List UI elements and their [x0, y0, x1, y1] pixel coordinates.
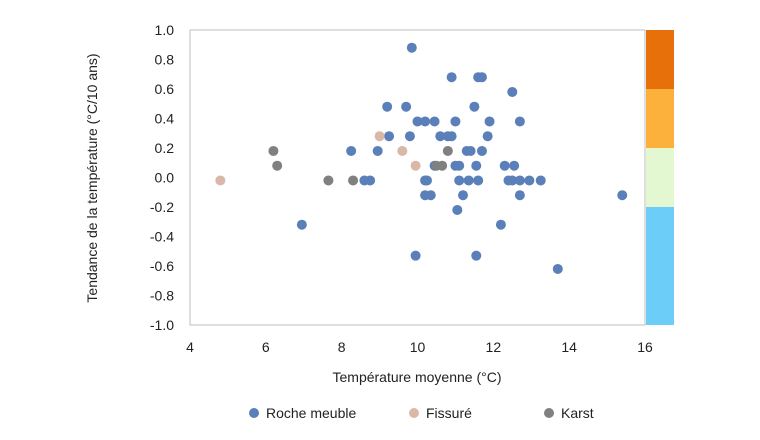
legend-marker-fissur-: [409, 408, 419, 418]
legend-marker-karst: [544, 408, 554, 418]
data-point-roche-meuble: [412, 116, 423, 127]
data-point-roche-meuble: [535, 175, 546, 186]
y-tick-label: 0.2: [155, 140, 175, 156]
data-point-roche-meuble: [617, 190, 628, 201]
data-point-fissur-: [374, 131, 385, 142]
color-scale-band-2: [646, 148, 674, 207]
x-tick-label: 8: [338, 339, 346, 355]
y-tick-label: -0.6: [150, 258, 174, 274]
y-tick-label: 0.4: [155, 111, 175, 127]
x-tick-label: 6: [262, 339, 270, 355]
color-scale-band-0: [646, 30, 674, 89]
data-point-roche-meuble: [476, 72, 487, 83]
legend-label-fissur-: Fissuré: [426, 405, 472, 421]
data-point-roche-meuble: [365, 175, 376, 186]
data-point-roche-meuble: [372, 145, 383, 156]
data-point-roche-meuble: [514, 116, 525, 127]
y-tick-label: 1.0: [155, 22, 175, 38]
color-scale-bar: [646, 30, 674, 325]
x-tick-label: 14: [561, 339, 577, 355]
data-point-roche-meuble: [401, 101, 412, 112]
x-tick-label: 12: [486, 339, 502, 355]
legend-label-roche-meuble: Roche meuble: [266, 405, 356, 421]
x-axis-ticks: 4 6 8 10 12 14 16: [186, 339, 653, 355]
data-point-roche-meuble: [454, 175, 465, 186]
legend: Roche meuble Fissuré Karst: [249, 405, 594, 421]
data-point-roche-meuble: [471, 160, 482, 171]
x-tick-label: 16: [637, 339, 653, 355]
data-point-roche-meuble: [482, 131, 493, 142]
data-point-roche-meuble: [469, 101, 480, 112]
data-point-karst: [272, 160, 283, 171]
y-tick-label: -0.4: [150, 229, 174, 245]
y-tick-label: -0.2: [150, 199, 174, 215]
data-point-roche-meuble: [473, 175, 484, 186]
data-point-roche-meuble: [507, 175, 518, 186]
y-tick-label: -0.8: [150, 288, 174, 304]
x-tick-label: 10: [410, 339, 426, 355]
y-tick-label: 0.0: [155, 170, 175, 186]
y-tick-label: -1.0: [150, 317, 174, 333]
data-point-roche-meuble: [484, 116, 495, 127]
y-axis-ticks: 1.0 0.8 0.6 0.4 0.2 0.0 -0.2 -0.4 -0.6 -0.8 -1.0: [150, 22, 174, 333]
data-point-fissur-: [215, 175, 226, 186]
x-tick-label: 4: [186, 339, 194, 355]
legend-marker-roche-meuble: [249, 408, 259, 418]
data-point-roche-meuble: [435, 131, 446, 142]
data-point-roche-meuble: [406, 42, 417, 53]
data-point-roche-meuble: [450, 116, 461, 127]
y-tick-label: 0.8: [155, 52, 175, 68]
data-point-roche-meuble: [514, 175, 525, 186]
data-point-roche-meuble: [509, 160, 520, 171]
data-point-roche-meuble: [552, 263, 563, 274]
data-point-roche-meuble: [458, 190, 468, 201]
color-scale-band-1: [646, 89, 674, 148]
data-point-roche-meuble: [296, 219, 307, 230]
data-point-roche-meuble: [476, 145, 487, 156]
legend-label-karst: Karst: [561, 405, 594, 421]
data-point-roche-meuble: [465, 145, 476, 156]
data-point-fissur-: [397, 145, 408, 156]
data-point-roche-meuble: [514, 190, 525, 201]
data-point-roche-meuble: [404, 131, 415, 142]
data-point-roche-meuble: [421, 175, 432, 186]
data-point-roche-meuble: [382, 101, 393, 112]
data-point-fissur-: [410, 160, 421, 171]
data-point-roche-meuble: [507, 86, 518, 97]
data-point-roche-meuble: [495, 219, 506, 230]
data-point-karst: [268, 145, 279, 156]
data-point-roche-meuble: [446, 72, 457, 83]
x-axis-title: Température moyenne (°C): [333, 369, 502, 385]
data-points: [215, 42, 628, 274]
data-point-roche-meuble: [454, 160, 465, 171]
data-point-roche-meuble: [346, 145, 357, 156]
data-point-roche-meuble: [452, 204, 463, 215]
data-point-roche-meuble: [471, 250, 482, 261]
data-point-roche-meuble: [463, 175, 474, 186]
data-point-karst: [442, 145, 453, 156]
data-point-roche-meuble: [410, 250, 421, 261]
data-point-karst: [437, 160, 448, 171]
data-point-roche-meuble: [384, 131, 395, 142]
plot-area: [189, 29, 646, 326]
data-point-roche-meuble: [499, 160, 510, 171]
data-point-roche-meuble: [524, 175, 535, 186]
data-point-karst: [323, 175, 334, 186]
data-point-roche-meuble: [429, 116, 440, 127]
color-scale-band-3: [646, 207, 674, 325]
data-point-roche-meuble: [425, 190, 436, 201]
data-point-roche-meuble: [446, 131, 457, 142]
y-tick-label: 0.6: [155, 81, 175, 97]
y-axis-title: Tendance de la température (°C/10 ans): [84, 53, 100, 302]
data-point-karst: [348, 175, 359, 186]
data-point-roche-meuble: [420, 116, 431, 127]
